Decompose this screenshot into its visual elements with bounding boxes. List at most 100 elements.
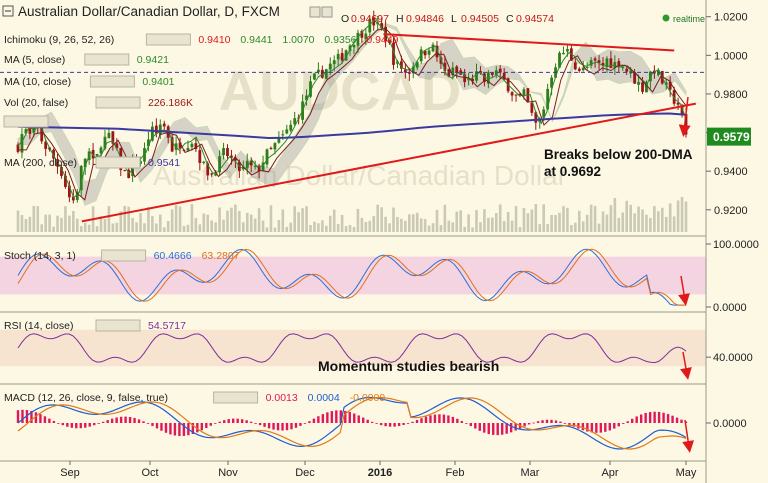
macd-histogram-bar [133,417,136,423]
macd-histogram-bar [151,423,154,426]
volume-bar [52,226,55,232]
candle-body [621,66,625,69]
macd-histogram-bar [388,423,392,427]
ichimoku-cloud [17,23,687,206]
candle-body [170,137,174,152]
macd-line [17,396,687,450]
macd-histogram-bar [276,423,280,431]
volume-bar [44,214,47,232]
candle-body [447,69,451,77]
volume-bar [680,196,684,232]
candle-body [396,61,399,64]
macd-histogram-bar [514,423,517,431]
candle-body [218,156,221,173]
macd-histogram-bar [617,423,620,427]
candle-body [585,66,589,69]
volume-bar [170,209,174,232]
macd-histogram-bar [173,423,177,436]
time-tick-label: Mar [521,467,540,479]
macd-histogram-bar [299,423,302,426]
minus-box-icon[interactable] [2,5,14,17]
header-buttons[interactable] [309,6,333,18]
volume-bar [99,216,103,232]
candle-body [368,18,372,33]
macd-histogram-bar [231,418,235,423]
macd-histogram-bar [680,419,683,423]
macd-histogram-bar [671,415,674,423]
volume-bar [356,208,360,232]
candle-body [60,167,63,176]
volume-bar [601,211,605,232]
volume-bar [491,217,494,232]
macd-histogram-bar [379,423,383,426]
time-tick-label: Apr [601,467,618,479]
macd-histogram-bar [272,423,275,430]
macd-histogram-bar [25,410,29,423]
macd-histogram-bar [474,423,477,429]
candle-body [514,94,518,96]
candle-body [589,60,593,66]
volume-bar [226,210,229,232]
volume-bar [566,207,569,232]
macd-histogram-bar [16,410,20,423]
macd-histogram-bar [644,412,647,423]
candle-body [277,137,281,143]
macd-histogram-bar [209,423,212,426]
macd-histogram-bar [653,411,656,423]
macd-histogram-bar [88,423,91,427]
macd-histogram-bar [362,417,365,423]
volume-bar [404,220,407,232]
macd-histogram-bar [223,420,226,423]
candle-body [44,141,48,149]
time-tick-label: Sep [60,467,80,479]
indicator-legend-buttons [101,249,147,262]
volume-bar [245,212,249,232]
macd-histogram-bar [456,418,459,423]
volume-bar [554,214,557,232]
candle-body [562,52,565,55]
macd-histogram-bar [169,423,172,435]
volume-bar [487,217,490,232]
ohlc-value: 0.94697 [351,13,389,25]
candle-body [581,67,585,71]
volume-bar [301,208,304,232]
volume-bar [431,223,435,232]
candle-body [40,127,44,142]
candle-body [67,185,71,198]
macd-histogram-bar [84,423,87,428]
time-tick-label: Feb [446,467,465,479]
volume-bar [158,214,162,232]
indicator-legend-value: 63.2807 [202,250,240,262]
volume-bar [186,224,190,232]
candle-body [115,143,119,149]
volume-bar [325,225,328,232]
candle-body [542,109,546,118]
volume-bar [214,222,217,232]
volume-bar [297,212,300,232]
time-tick-label: Nov [218,467,238,479]
macd-histogram-bar [66,423,69,427]
time-tick-label: Oct [141,467,158,479]
macd-histogram-bar [101,421,105,423]
volume-bar [273,227,277,232]
macd-histogram-bar [57,423,60,424]
volume-bar [617,217,621,232]
volume-bar [526,213,530,232]
macd-histogram-bar [335,410,338,423]
macd-histogram-bar [586,423,589,432]
volume-bar [139,213,142,232]
indicator-legend-value: 0.9356 [324,34,356,46]
volume-bar [534,204,538,232]
macd-histogram-bar [604,423,607,432]
candle-body [269,147,273,149]
volume-bar [95,226,99,232]
candle-body [518,93,522,96]
candle-body [498,68,502,73]
macd-histogram-bar [554,420,558,423]
annotation-breaks-line1: Breaks below 200-DMA [544,147,693,162]
volume-bar [317,223,320,232]
macd-histogram-bar [590,423,594,433]
indicator-legend-value: 0.9449 [366,34,398,46]
ichimoku-cloud-area [17,23,687,206]
